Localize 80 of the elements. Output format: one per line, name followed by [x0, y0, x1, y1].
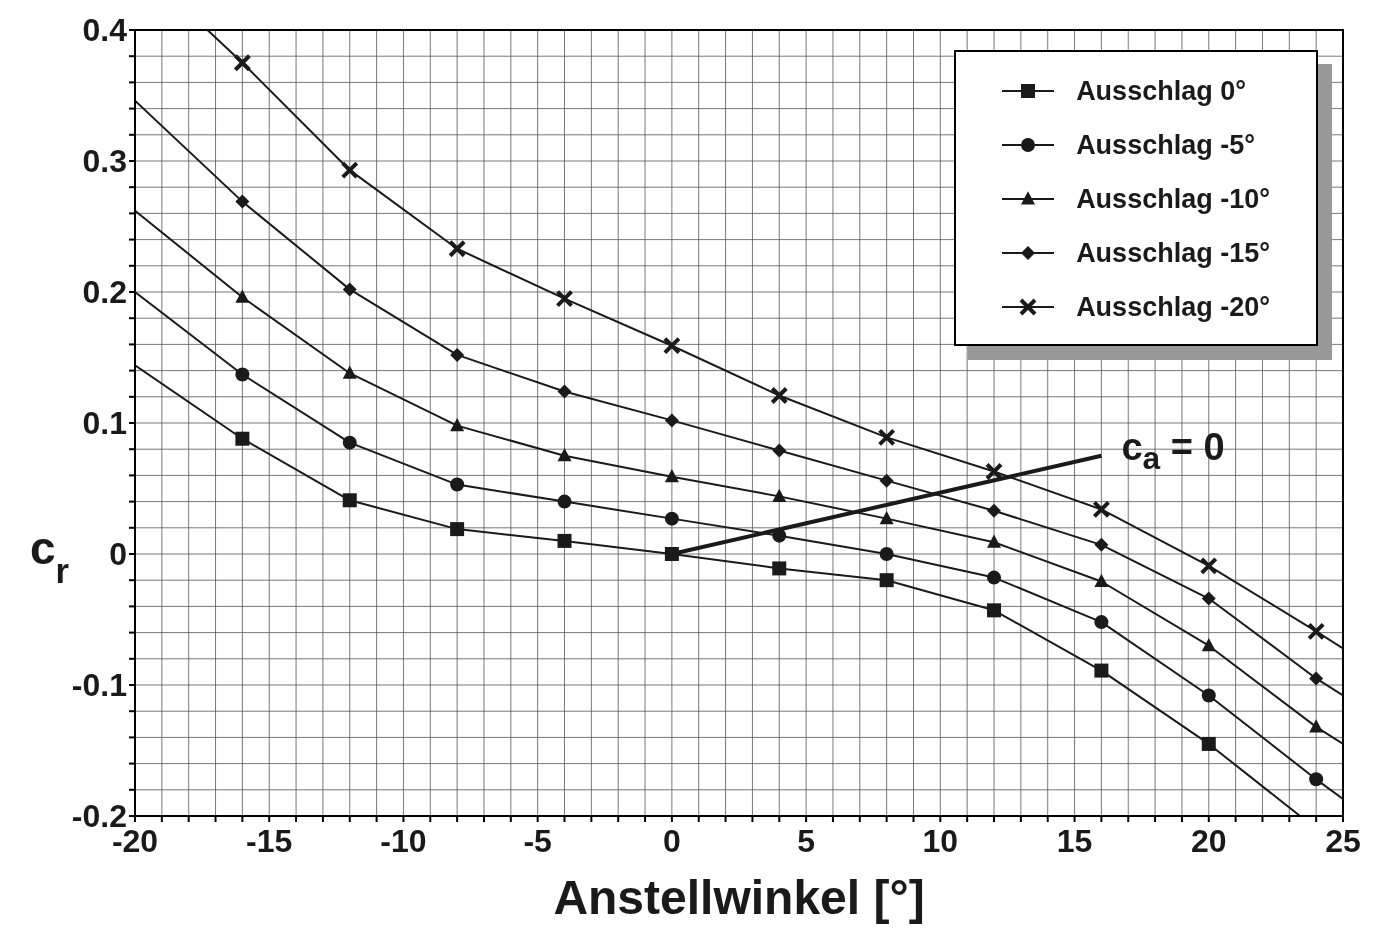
line-series — [135, 291, 1343, 800]
point — [1094, 615, 1109, 630]
point — [770, 386, 789, 405]
point — [342, 493, 357, 508]
point — [662, 336, 681, 355]
point — [1094, 537, 1109, 552]
point — [987, 570, 1002, 585]
x-axis-title: Anstellwinkel [°] — [553, 871, 925, 924]
point — [772, 443, 787, 458]
point — [1094, 663, 1109, 678]
x-tick-label: -15 — [246, 823, 293, 859]
legend-label: Ausschlag -5° — [1076, 129, 1255, 161]
y-tick-label: -0.1 — [71, 667, 127, 703]
point — [342, 282, 357, 297]
point — [557, 448, 572, 462]
y-tick-label: 0.1 — [82, 405, 127, 441]
point — [1094, 573, 1109, 588]
y-tick-label: 0.2 — [82, 274, 127, 310]
point — [555, 289, 574, 308]
point — [772, 528, 787, 543]
point — [664, 469, 679, 483]
point — [664, 547, 679, 561]
point — [1092, 500, 1111, 519]
x-tick-label: 15 — [1056, 823, 1093, 859]
point — [879, 473, 894, 488]
legend-label: Ausschlag -10° — [1076, 183, 1270, 215]
point — [450, 347, 465, 362]
point — [235, 431, 250, 446]
point — [879, 510, 894, 525]
point — [987, 603, 1002, 618]
point — [1201, 736, 1216, 751]
point — [450, 417, 465, 432]
legend-label: Ausschlag 0° — [1076, 75, 1246, 107]
line-series — [206, 30, 1343, 650]
point — [987, 503, 1002, 518]
point — [1309, 772, 1324, 787]
point — [985, 462, 1004, 481]
x-tick-label: -5 — [523, 823, 552, 859]
x-tick-label: 0 — [662, 823, 681, 859]
y-tick-label: 0.3 — [82, 143, 127, 179]
x-tick-label: -10 — [380, 823, 427, 859]
point — [1309, 719, 1324, 733]
point — [772, 561, 787, 576]
x-tick-label: 10 — [922, 823, 959, 859]
y-axis-title: c$_{r}$ — [30, 522, 70, 590]
point — [233, 53, 252, 72]
point — [1201, 638, 1216, 652]
point — [235, 367, 250, 382]
y-tick-label: 0.4 — [82, 12, 128, 48]
point — [448, 239, 467, 258]
point — [877, 428, 896, 447]
point — [879, 573, 894, 588]
legend-label: Ausschlag -15° — [1076, 237, 1270, 269]
point — [557, 384, 572, 399]
point — [557, 533, 572, 548]
line-series — [135, 364, 1302, 816]
point — [450, 522, 465, 537]
legend-label: Ausschlag -20° — [1076, 291, 1270, 323]
point — [1199, 556, 1218, 575]
x-tick-label: 5 — [797, 823, 816, 859]
x-tick-label: 20 — [1190, 823, 1227, 859]
annotation: c$_{a}$ = 0 — [1121, 425, 1225, 477]
point — [664, 511, 679, 526]
point — [235, 194, 250, 209]
x-tick-label: 25 — [1325, 823, 1361, 859]
point — [1309, 671, 1324, 686]
point — [450, 477, 465, 492]
point — [1201, 688, 1216, 703]
point — [879, 547, 894, 561]
point — [235, 289, 250, 303]
point — [772, 488, 787, 502]
point — [557, 494, 572, 509]
point — [1201, 591, 1216, 606]
point — [342, 435, 357, 450]
point — [664, 413, 679, 428]
y-tick-label: 0 — [109, 536, 127, 572]
point — [1307, 622, 1326, 641]
point — [987, 534, 1002, 548]
point — [340, 161, 359, 180]
point — [342, 365, 357, 379]
